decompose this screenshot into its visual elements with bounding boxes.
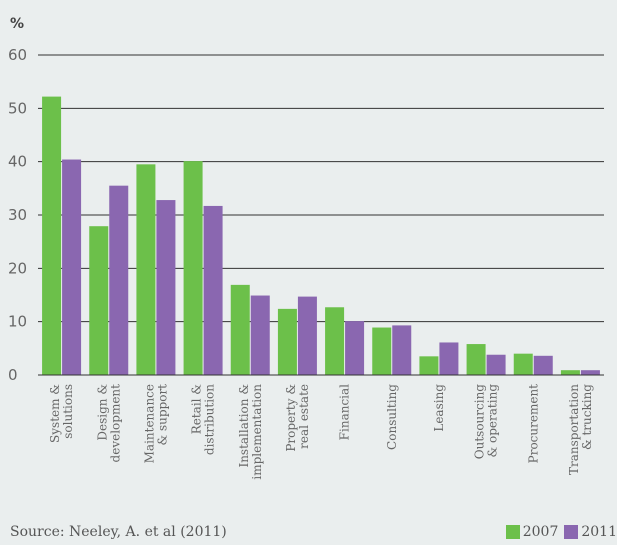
x-tick-label-6: Property & real estate	[284, 384, 311, 452]
x-tick-label-1: System & solutions	[48, 384, 75, 443]
bar-2011-10	[486, 354, 506, 375]
x-tick-label-line: real estate	[297, 384, 311, 449]
x-tick-label-2: Design & development	[95, 384, 122, 463]
x-tick-label-line: Transportation	[567, 384, 581, 475]
x-tick-label-line: Retail &	[190, 384, 204, 435]
bar-2011-6	[297, 296, 317, 375]
legend-label-2007: 2007	[522, 524, 559, 540]
bar-2007-4	[183, 161, 203, 375]
bar-2007-1	[42, 96, 62, 375]
x-tick-label-9: Leasing	[432, 384, 446, 432]
y-tick-label-50: 50	[8, 99, 27, 117]
x-tick-label-line: solutions	[61, 384, 75, 439]
bar-2011-4	[203, 205, 223, 375]
x-tick-label-line: Outsourcing	[473, 384, 487, 460]
x-tick-label-4: Retail & distribution	[190, 384, 217, 455]
y-tick-label-40: 40	[8, 153, 27, 171]
legend-item-2007: 2007	[505, 524, 559, 540]
x-tick-label-line: & trucking	[580, 384, 594, 450]
legend-swatch-2011	[564, 525, 579, 539]
bar-2007-2	[89, 226, 109, 375]
legend-label-2011: 2011	[581, 524, 617, 540]
bar-2011-1	[62, 159, 82, 375]
x-tick-label-line: & support	[155, 384, 169, 446]
bar-2007-6	[277, 308, 297, 375]
bar-2007-8	[372, 327, 392, 375]
x-tick-label-line: development	[108, 384, 122, 463]
bar-2011-12	[580, 370, 600, 375]
bar-2011-5	[250, 295, 270, 375]
x-tick-label-line: Maintenance	[142, 384, 156, 463]
bar-2011-3	[156, 200, 176, 375]
bar-2007-12	[560, 370, 580, 375]
bar-2007-11	[513, 353, 533, 375]
bar-2011-11	[533, 355, 553, 375]
x-tick-label-line: Installation &	[237, 384, 251, 468]
x-tick-label-line: & operating	[486, 384, 500, 458]
x-tick-label-line: Leasing	[432, 384, 446, 432]
x-tick-label-11: Procurement	[526, 384, 540, 464]
legend-item-2011: 2011	[564, 524, 617, 540]
legend-swatch-2007	[505, 525, 520, 539]
legend: 2007 2011	[500, 524, 617, 540]
x-tick-label-line: Consulting	[385, 384, 399, 450]
y-tick-label-0: 0	[8, 366, 18, 384]
bar-2007-9	[419, 356, 439, 375]
y-tick-label-30: 30	[8, 206, 27, 224]
bar-2011-2	[109, 185, 129, 375]
x-tick-label-line: distribution	[203, 384, 217, 455]
x-tick-label-line: Property &	[284, 384, 298, 452]
y-tick-label-20: 20	[8, 259, 27, 277]
bar-2011-9	[439, 342, 459, 375]
y-axis-unit-label: %	[10, 16, 24, 32]
x-tick-label-10: Outsourcing & operating	[473, 384, 500, 460]
x-tick-label-3: Maintenance & support	[142, 384, 169, 464]
bar-2011-8	[392, 325, 412, 375]
source-note: Source: Neeley, A. et al (2011)	[10, 524, 227, 540]
bar-2007-5	[230, 284, 250, 375]
y-tick-label-10: 10	[8, 313, 27, 331]
x-tick-label-12: Transportation & trucking	[567, 384, 594, 475]
x-tick-label-7: Financial	[338, 384, 352, 440]
bar-2007-7	[325, 307, 345, 375]
x-tick-label-line: Procurement	[526, 384, 540, 464]
x-tick-label-8: Consulting	[385, 384, 399, 450]
bar-2007-3	[136, 164, 156, 375]
chart-footer: Source: Neeley, A. et al (2011) 2007 201…	[0, 522, 617, 544]
bar-2011-7	[345, 321, 365, 375]
bar-2007-10	[466, 344, 486, 375]
x-tick-label-line: Design &	[95, 384, 109, 441]
y-tick-label-60: 60	[8, 46, 27, 64]
x-tick-label-line: Financial	[338, 384, 352, 440]
x-tick-label-line: implementation	[250, 384, 264, 480]
x-tick-label-5: Installation & implementation	[237, 384, 264, 480]
x-tick-label-line: System &	[48, 384, 62, 443]
